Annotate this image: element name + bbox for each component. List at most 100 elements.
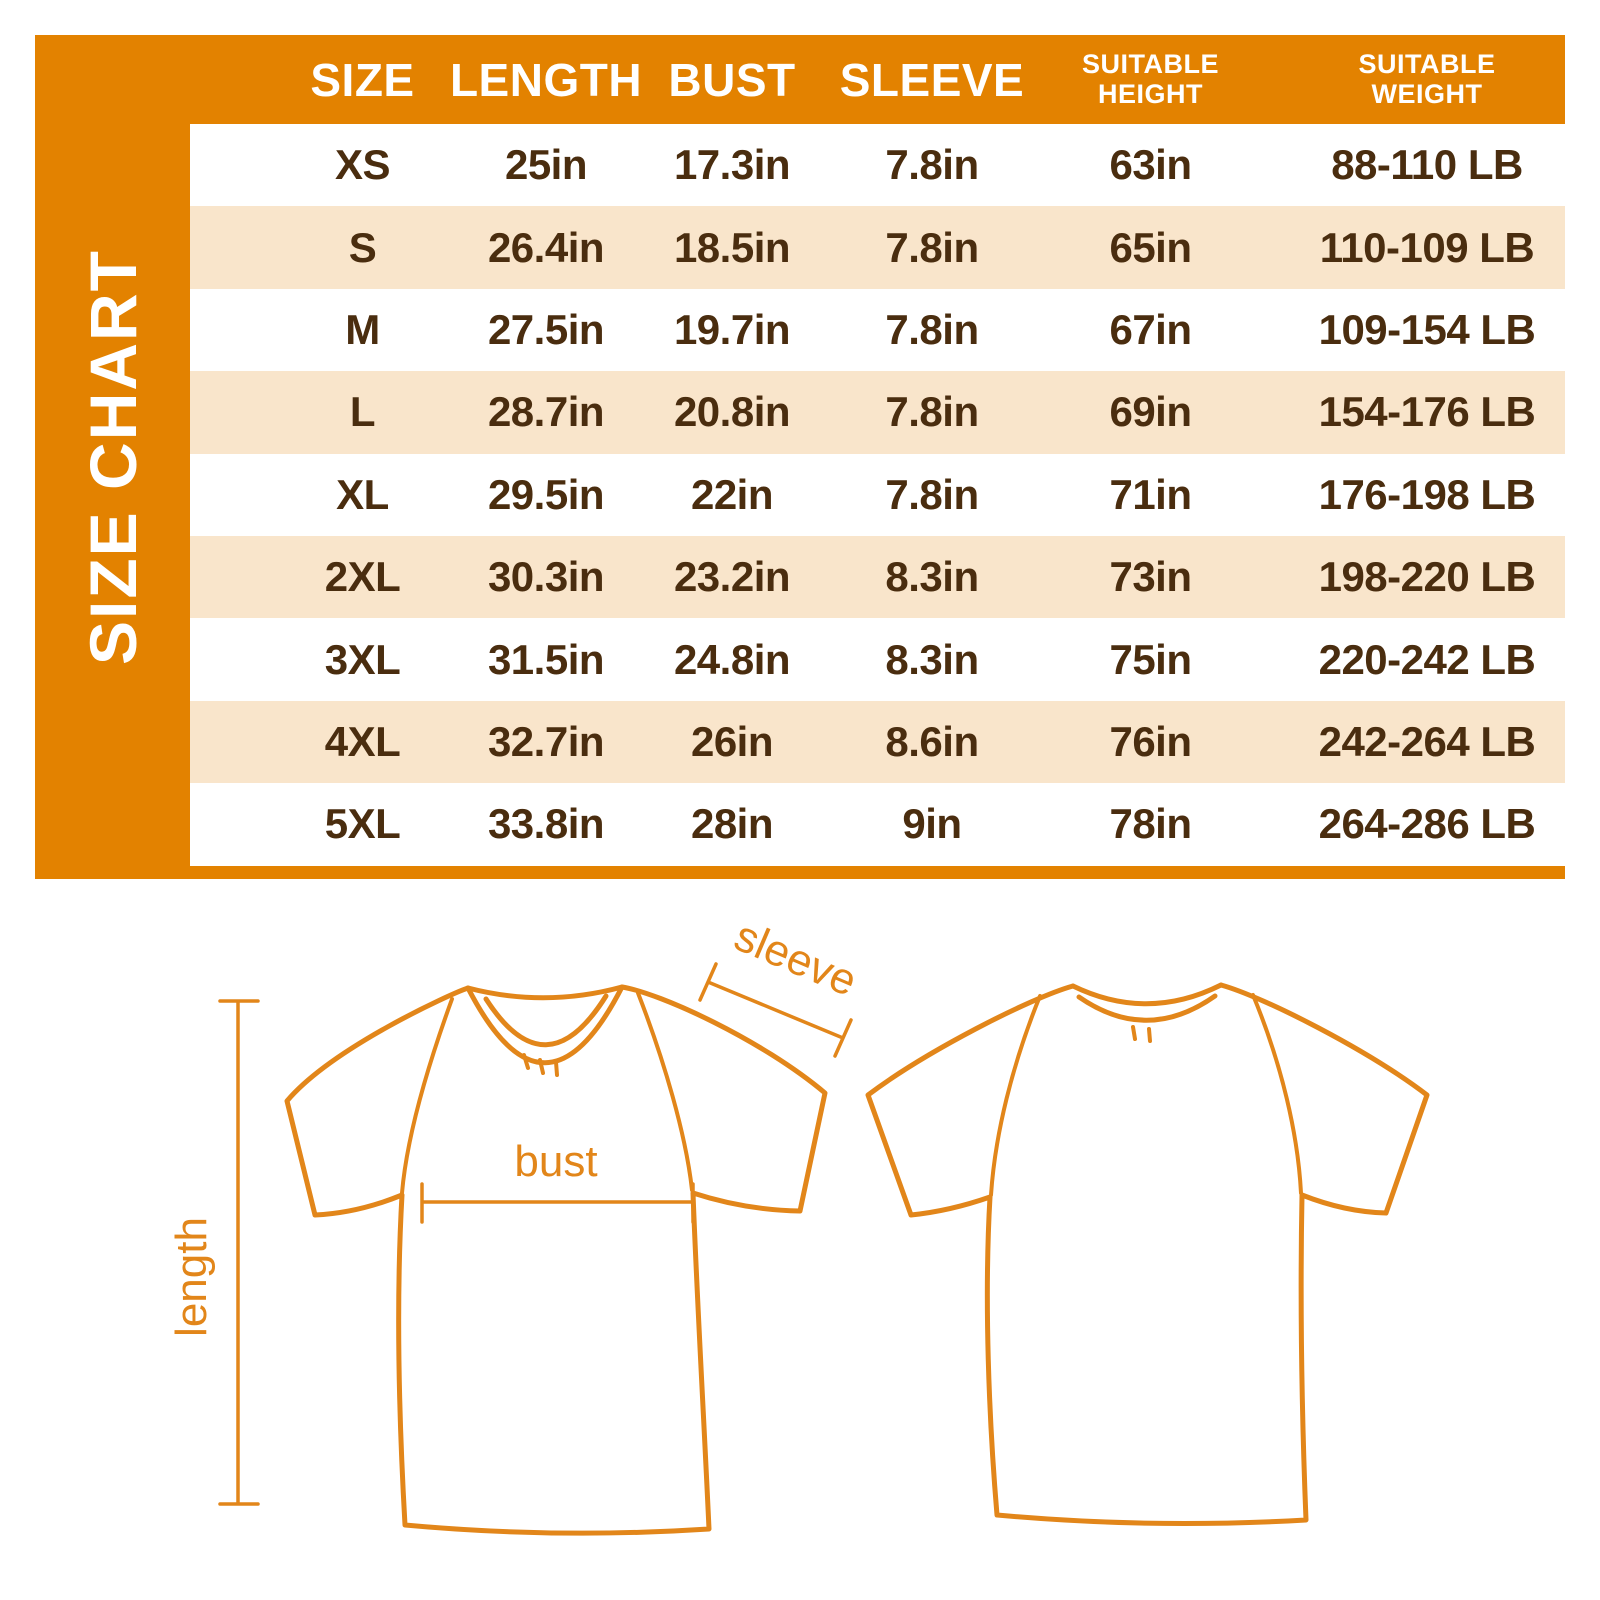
column-header-bust: BUST — [637, 35, 827, 124]
table-row-l: L 28.7in 20.8in 7.8in 69in 154-176 LB — [190, 371, 1565, 454]
column-header-size: SIZE — [190, 35, 455, 124]
cell-height: 69in — [1109, 388, 1192, 436]
cell-height: 73in — [1109, 553, 1192, 601]
cell-weight: 154-176 LB — [1318, 388, 1536, 436]
table-header: SIZE LENGTH BUST SLEEVE SUITABLE HEIGHT … — [190, 35, 1565, 124]
column-header-suitable-weight: SUITABLE WEIGHT — [1289, 35, 1565, 124]
cell-height: 75in — [1109, 635, 1192, 683]
cell-sleeve: 9in — [902, 800, 962, 848]
cell-height: 63in — [1109, 141, 1192, 189]
cell-size: M — [345, 305, 380, 353]
cell-weight: 88-110 LB — [1331, 141, 1523, 189]
cell-size: XS — [334, 141, 391, 189]
cell-sleeve: 8.6in — [885, 717, 979, 765]
size-chart-panel: SIZE CHART SIZE LENGTH BUST SLEEVE SUITA… — [35, 35, 1565, 879]
column-header-suitable-weight-label: SUITABLE WEIGHT — [1358, 49, 1496, 109]
bust-label: bust — [514, 1137, 597, 1186]
tshirt-front-backneck-line — [465, 984, 625, 1001]
cell-length: 25in — [504, 141, 588, 189]
bust-measure-line — [420, 1182, 695, 1224]
table-row-5xl: 5XL 33.8in 28in 9in 78in 264-286 LB — [190, 783, 1565, 866]
tshirt-back-outline — [865, 982, 1430, 1527]
cell-size: S — [348, 223, 377, 271]
cell-length: 26.4in — [487, 223, 605, 271]
table-row-2xl: 2XL 30.3in 23.2in 8.3in 73in 198-220 LB — [190, 535, 1565, 619]
cell-length: 33.8in — [487, 800, 605, 848]
cell-length: 29.5in — [487, 470, 605, 518]
cell-weight: 176-198 LB — [1318, 470, 1536, 518]
tshirt-back-collar-band — [1076, 993, 1218, 1023]
cell-height: 71in — [1109, 470, 1192, 518]
cell-height: 78in — [1109, 800, 1192, 848]
column-header-suitable-height: SUITABLE HEIGHT — [1037, 35, 1289, 124]
cell-bust: 23.2in — [673, 553, 791, 601]
length-measure-line — [218, 999, 260, 1506]
cell-length: 32.7in — [487, 717, 605, 765]
column-header-bust-label: BUST — [668, 53, 796, 106]
cell-height: 67in — [1109, 305, 1192, 353]
cell-length: 30.3in — [487, 553, 605, 601]
cell-sleeve: 7.8in — [885, 388, 979, 436]
tshirt-back-right-armhole-seam — [1251, 993, 1303, 1195]
length-measure: length — [167, 999, 260, 1506]
cell-weight: 264-286 LB — [1318, 800, 1536, 848]
cell-size: XL — [336, 470, 389, 518]
table-row-3xl: 3XL 31.5in 24.8in 8.3in 75in 220-242 LB — [190, 618, 1565, 701]
tshirt-front-collar-stitches — [522, 1053, 559, 1077]
cell-sleeve: 7.8in — [885, 141, 979, 189]
length-label: length — [167, 1217, 216, 1337]
cell-weight: 242-264 LB — [1318, 717, 1536, 765]
tshirt-back-drawing — [865, 982, 1430, 1527]
tshirt-back-left-armhole-seam — [989, 994, 1042, 1197]
table-body: XS 25in 17.3in 7.8in 63in 88-110 LB S 26… — [190, 124, 1565, 866]
cell-height: 65in — [1109, 223, 1192, 271]
table-row-s: S 26.4in 18.5in 7.8in 65in 110-109 LB — [190, 206, 1565, 289]
cell-bust: 18.5in — [673, 223, 791, 271]
cell-length: 28.7in — [487, 388, 605, 436]
measurement-diagram: length bust sleeve — [167, 911, 1430, 1536]
table-row-xl: XL 29.5in 22in 7.8in 71in 176-198 LB — [190, 453, 1565, 536]
column-header-sleeve-label: SLEEVE — [839, 53, 1025, 106]
cell-weight: 110-109 LB — [1319, 223, 1535, 271]
cell-size: 5XL — [324, 800, 401, 848]
cell-bust: 28in — [690, 800, 774, 848]
column-header-sleeve: SLEEVE — [827, 35, 1037, 124]
cell-weight: 109-154 LB — [1318, 305, 1536, 353]
table-row-4xl: 4XL 32.7in 26in 8.6in 76in 242-264 LB — [190, 700, 1565, 784]
tshirt-front-right-armhole-seam — [636, 991, 694, 1192]
column-header-suitable-height-label: SUITABLE HEIGHT — [1082, 49, 1219, 109]
cell-bust: 22in — [690, 470, 774, 518]
tshirt-front-outline — [284, 984, 828, 1536]
table-row-m: M 27.5in 19.7in 7.8in 67in 109-154 LB — [190, 288, 1565, 372]
cell-length: 27.5in — [487, 305, 605, 353]
cell-bust: 26in — [690, 717, 774, 765]
cell-bust: 17.3in — [673, 141, 791, 189]
tshirt-back-collar-top — [1070, 982, 1224, 1007]
tshirt-front-left-armhole-seam — [400, 997, 454, 1195]
tshirt-front-collar-outer — [465, 984, 625, 1066]
cell-bust: 20.8in — [673, 388, 791, 436]
tshirt-front-collar-inner — [483, 993, 609, 1048]
cell-sleeve: 8.3in — [885, 553, 979, 601]
cell-bust: 24.8in — [673, 635, 791, 683]
cell-sleeve: 8.3in — [885, 635, 979, 683]
cell-length: 31.5in — [487, 635, 605, 683]
bust-measure: bust — [420, 1137, 695, 1224]
table-row-xs: XS 25in 17.3in 7.8in 63in 88-110 LB — [190, 124, 1565, 207]
cell-size: L — [349, 388, 376, 436]
column-header-size-label: SIZE — [310, 53, 415, 106]
cell-weight: 220-242 LB — [1318, 635, 1536, 683]
cell-size: 4XL — [324, 717, 401, 765]
cell-size: 2XL — [324, 553, 401, 601]
sleeve-label: sleeve — [728, 911, 864, 1006]
cell-sleeve: 7.8in — [885, 470, 979, 518]
cell-weight: 198-220 LB — [1318, 553, 1536, 601]
column-header-length: LENGTH — [450, 35, 642, 124]
tshirt-back-collar-stitches — [1131, 1025, 1152, 1043]
chart-title: SIZE CHART — [75, 249, 150, 665]
cell-size: 3XL — [324, 635, 401, 683]
column-header-length-label: LENGTH — [449, 53, 643, 106]
cell-bust: 19.7in — [673, 305, 791, 353]
sleeve-measure: sleeve — [698, 911, 864, 1058]
